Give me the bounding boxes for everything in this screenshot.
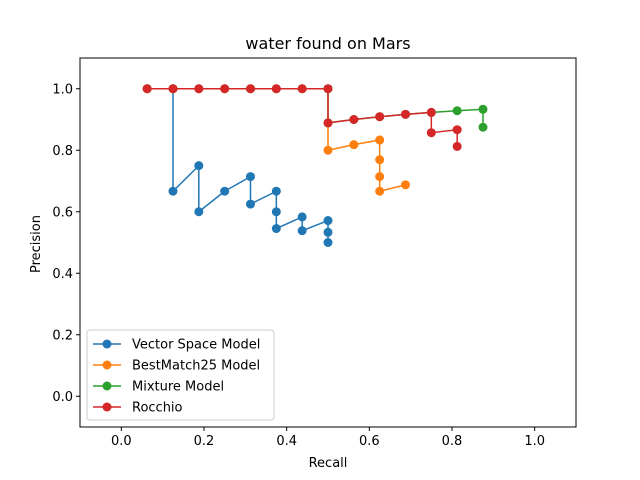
x-tick-label: 0.0 (111, 434, 132, 449)
x-axis-title: Recall (309, 456, 348, 471)
legend-marker (102, 360, 112, 370)
x-tick-label: 0.2 (194, 434, 215, 449)
y-tick-label: 0.0 (52, 390, 73, 405)
data-point (194, 161, 204, 171)
data-point (271, 186, 281, 196)
data-point (426, 128, 436, 138)
data-point (246, 199, 255, 209)
legend-item: Rocchio (93, 401, 183, 416)
legend-marker (102, 381, 112, 391)
series-line (147, 88, 329, 243)
data-point (168, 84, 178, 94)
series-3 (142, 84, 462, 151)
legend-item: BestMatch25 Model (93, 359, 260, 374)
legend-label: BestMatch25 Model (132, 359, 260, 374)
data-point (375, 172, 385, 182)
y-tick-label: 0.6 (52, 205, 73, 220)
data-point (271, 207, 281, 217)
data-point (478, 104, 488, 114)
y-tick-label: 0.4 (52, 267, 73, 282)
data-point (323, 227, 333, 237)
series-line (147, 88, 458, 147)
data-point (401, 180, 410, 190)
data-point (375, 135, 385, 145)
x-tick-label: 0.6 (359, 434, 380, 449)
legend: Vector Space Model BestMatch25 Model Mixtu… (86, 329, 275, 421)
legend-marker (102, 402, 112, 412)
data-point (271, 84, 281, 94)
data-point (478, 122, 488, 132)
data-point (452, 125, 462, 135)
data-point (220, 186, 230, 196)
data-point (401, 109, 410, 119)
data-point (271, 224, 281, 234)
x-tick-label: 0.4 (276, 434, 297, 449)
data-point (246, 172, 255, 182)
data-point (323, 216, 333, 226)
data-point (375, 155, 385, 165)
series-layer (142, 84, 488, 247)
data-point (220, 84, 230, 94)
data-point (168, 186, 178, 196)
data-point (297, 212, 307, 222)
data-point (323, 145, 333, 155)
legend-label: Vector Space Model (132, 338, 260, 353)
data-point (194, 207, 204, 217)
legend-box (86, 329, 275, 421)
legend-item: Mixture Model (93, 380, 224, 395)
legend-item: Vector Space Model (93, 338, 260, 353)
y-axis-title: Precision (29, 215, 44, 273)
y-tick-label: 0.8 (52, 144, 73, 159)
legend-marker (102, 339, 112, 349)
data-point (349, 115, 359, 124)
data-point (142, 84, 152, 94)
legend-label: Mixture Model (132, 380, 224, 395)
y-tick-label: 1.0 (52, 82, 73, 97)
x-tick-label: 0.8 (442, 434, 463, 449)
chart-title: water found on Mars (245, 34, 410, 53)
y-axis: 0.0 0.2 0.4 0.6 0.8 1.0 (52, 82, 80, 405)
data-point (194, 84, 204, 94)
data-point (297, 84, 307, 94)
data-point (452, 106, 462, 116)
data-point (349, 140, 359, 150)
y-tick-label: 0.2 (52, 328, 73, 343)
data-point (375, 186, 385, 196)
x-tick-label: 1.0 (524, 434, 545, 449)
data-point (426, 107, 436, 117)
data-point (246, 84, 255, 94)
legend-label: Rocchio (132, 401, 183, 416)
data-point (452, 141, 462, 151)
data-point (297, 226, 307, 236)
data-point (323, 238, 333, 247)
data-point (323, 84, 333, 94)
data-point (323, 118, 333, 128)
x-axis: 0.0 0.2 0.4 0.6 0.8 1.0 (111, 427, 545, 449)
data-point (375, 112, 385, 122)
